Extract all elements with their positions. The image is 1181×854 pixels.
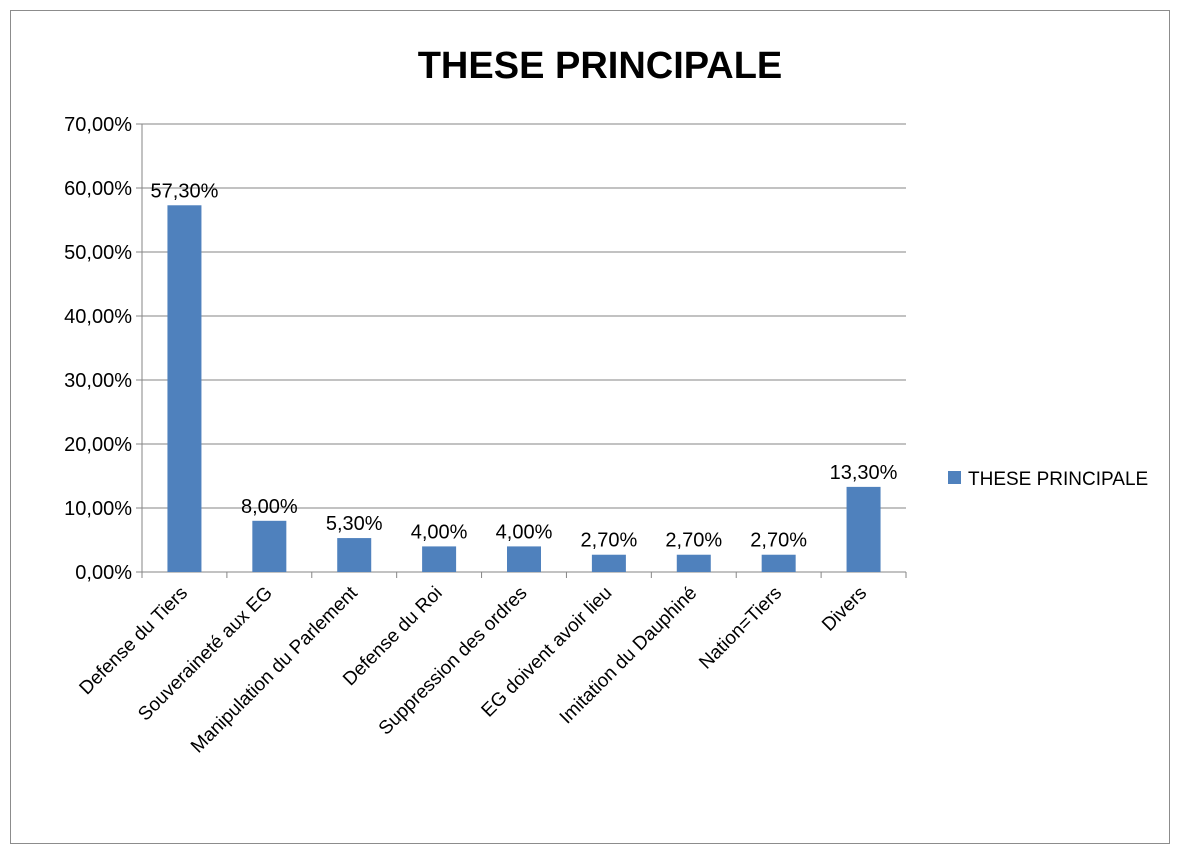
y-axis-ticks: 0,00% 10,00% 20,00% 30,00% 40,00% 50,00% 60,00… (64, 114, 142, 584)
bar (507, 546, 541, 572)
data-labels: 57,30% 8,00% 5,30% 4,00% 4,00% 2,70% 2,70% 2,70… (151, 180, 898, 551)
y-tick-label: 70,00% (64, 114, 132, 136)
legend-label: THESE PRINCIPALE (968, 469, 1148, 490)
y-tick-label: 60,00% (64, 178, 132, 200)
bar (676, 554, 711, 572)
data-label: 13,30% (830, 462, 898, 484)
data-label: 8,00% (241, 496, 298, 518)
y-tick-label: 20,00% (64, 434, 132, 456)
bars (167, 205, 881, 572)
bar (761, 554, 796, 572)
data-label: 2,70% (581, 530, 638, 552)
y-tick-label: 10,00% (64, 498, 132, 520)
x-tick-label: Imitation du Dauphiné (556, 583, 702, 729)
gridlines (142, 123, 906, 509)
data-label: 5,30% (326, 513, 383, 535)
bar (167, 205, 202, 572)
x-tick-label: Manipulation du Parlement (187, 582, 362, 757)
data-label: 4,00% (496, 521, 553, 543)
bar (337, 538, 372, 572)
chart-title: THESE PRINCIPALE (418, 45, 783, 87)
bar (591, 554, 626, 572)
data-label: 57,30% (151, 180, 219, 202)
bar (252, 520, 287, 572)
bar (846, 486, 881, 572)
bar (422, 546, 457, 572)
y-tick-label: 0,00% (75, 562, 132, 584)
x-tick-label: Nation=Tiers (695, 583, 786, 674)
data-label: 2,70% (665, 530, 722, 552)
y-tick-label: 40,00% (64, 306, 132, 328)
y-tick-label: 30,00% (64, 370, 132, 392)
y-tick-label: 50,00% (64, 242, 132, 264)
chart-frame (10, 10, 1170, 844)
legend-swatch (948, 471, 961, 484)
data-label: 2,70% (750, 530, 807, 552)
x-tick-label: Suppression des ordres (375, 583, 532, 740)
data-label: 4,00% (411, 521, 468, 543)
legend: THESE PRINCIPALE (948, 469, 1148, 490)
x-tick-label: Divers (818, 583, 871, 636)
